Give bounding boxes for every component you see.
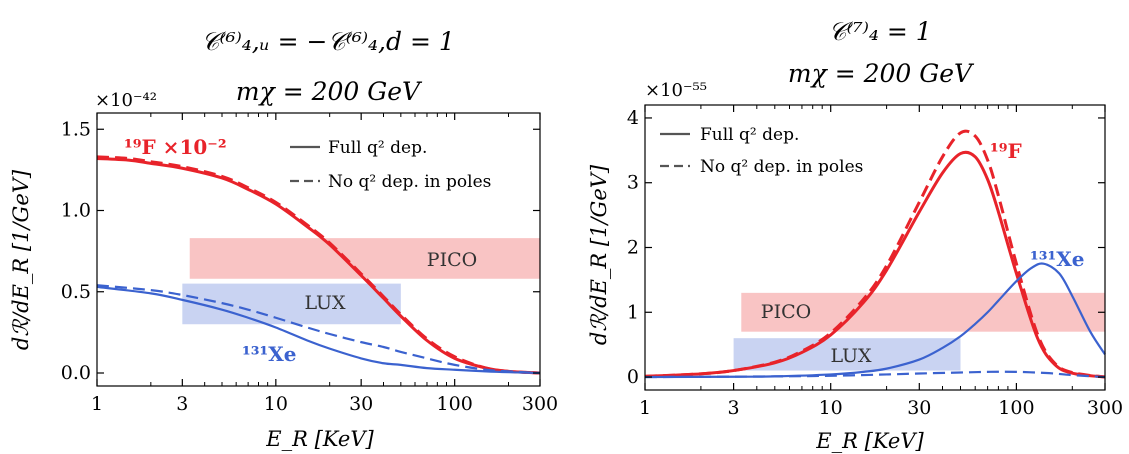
right-curve-label-f19: ¹⁹F [990,139,1022,163]
right-ylabel: dℛ/dE_R [1/GeV] [587,164,611,345]
left-ylabel: dℛ/dE_R [1/GeV] [9,169,33,350]
y-tick-label: 4 [627,107,639,129]
right-title-line-1: 𝒞⁽⁷⁾₄ = 1 [828,17,931,46]
x-tick-label: 300 [522,393,558,415]
y-tick-label: 1.0 [61,200,91,222]
x-tick-label: 1 [639,397,651,419]
x-tick-label: 30 [349,393,373,415]
curve-xe131-nopole [644,370,1106,379]
right-curve-label-xe131: ¹³¹Xe [1030,247,1085,271]
y-tick-label: 2 [627,237,639,259]
curve-xe131-nopole [96,284,541,375]
curve-f19-nopole [644,129,1106,379]
right-band-label-pico: PICO [761,301,811,323]
right-legend-solid-label: Full q² dep. [700,125,799,145]
left-xlabel: E_R [KeV] [265,427,374,451]
band-pico [189,238,540,279]
x-tick-label: 100 [998,397,1034,419]
x-tick-label: 100 [437,393,473,415]
band-pico [741,292,1105,332]
right-legend-dashed-label: No q² dep. in poles [700,157,863,177]
y-tick-label: 3 [627,172,639,194]
right-curves [644,129,1106,379]
left-legend-solid-label: Full q² dep. [328,138,427,158]
y-tick-label: 1.5 [61,118,91,140]
curve-xe131 [96,285,541,375]
curve-xe131 [644,262,1106,379]
y-tick-label: 1 [627,301,639,323]
x-tick-label: 10 [264,393,288,415]
left-legend-dashed-label: No q² dep. in poles [328,172,491,192]
right-panel: 𝒞⁽⁷⁾₄ = 1 mχ = 200 GeV ×10⁻⁵⁵ dℛ/dE_R [1… [587,17,1123,453]
curve-f19-nopole [96,155,541,375]
left-bands [182,238,540,325]
right-band-label-lux: LUX [830,345,872,367]
y-tick-label: 0.5 [61,281,91,303]
x-tick-label: 30 [907,397,931,419]
x-tick-label: 3 [176,393,188,415]
left-panel: 𝒞⁽⁶⁾₄,ᵤ = −𝒞⁽⁶⁾₄,d = 1 mχ = 200 GeV ×10⁻… [9,27,558,451]
left-multiplier: ×10⁻⁴² [95,90,157,111]
x-tick-label: 10 [819,397,843,419]
y-tick-label: 0 [627,366,639,388]
left-band-label-lux: LUX [304,292,346,314]
left-band-label-pico: PICO [427,249,477,271]
left-title-line-2: mχ = 200 GeV [236,77,423,106]
right-legend: Full q² dep. No q² dep. in poles [660,125,863,177]
right-xlabel: E_R [KeV] [815,429,924,453]
y-tick-label: 0.0 [61,362,91,384]
x-tick-label: 3 [728,397,740,419]
left-curves [96,155,541,375]
right-multiplier: ×10⁻⁵⁵ [645,80,707,101]
left-title-line-1: 𝒞⁽⁶⁾₄,ᵤ = −𝒞⁽⁶⁾₄,d = 1 [201,27,455,56]
left-legend: Full q² dep. No q² dep. in poles [290,138,491,192]
x-tick-label: 1 [91,393,103,415]
left-plot-frame [96,112,541,387]
right-title-line-2: mχ = 200 GeV [788,59,975,88]
band-lux [182,283,401,325]
left-ticks: 1 3 10 30 100 300 0.0 0.5 1.0 1.5 [61,113,558,415]
x-tick-label: 300 [1087,397,1123,419]
left-curve-label-f19: ¹⁹F ×10⁻² [124,135,227,159]
left-curve-label-xe131: ¹³¹Xe [242,342,297,366]
